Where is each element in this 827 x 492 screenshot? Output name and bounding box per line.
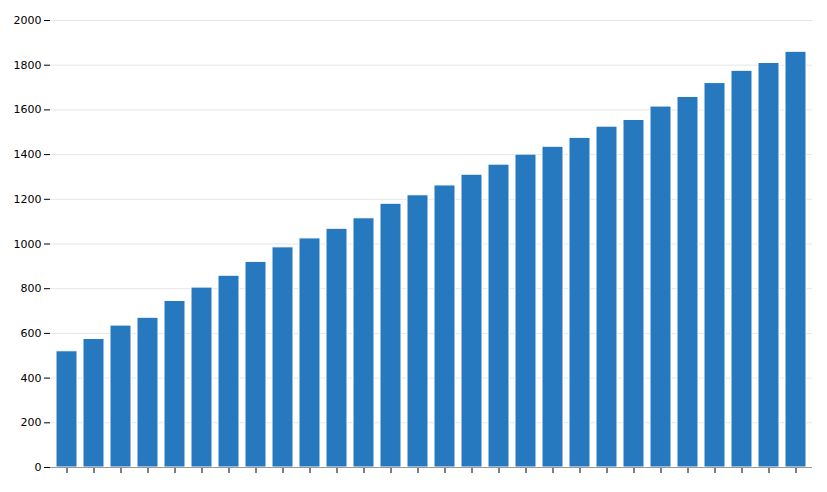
svg-text:0: 0 [35, 461, 42, 474]
svg-text:200: 200 [21, 416, 42, 429]
svg-text:1200: 1200 [14, 193, 42, 206]
svg-text:1800: 1800 [14, 59, 42, 72]
svg-text:1400: 1400 [14, 148, 42, 161]
svg-text:1000: 1000 [14, 238, 42, 251]
svg-text:400: 400 [21, 372, 42, 385]
svg-text:600: 600 [21, 327, 42, 340]
svg-text:1600: 1600 [14, 103, 42, 116]
svg-text:2000: 2000 [14, 14, 42, 27]
svg-text:800: 800 [21, 282, 42, 295]
